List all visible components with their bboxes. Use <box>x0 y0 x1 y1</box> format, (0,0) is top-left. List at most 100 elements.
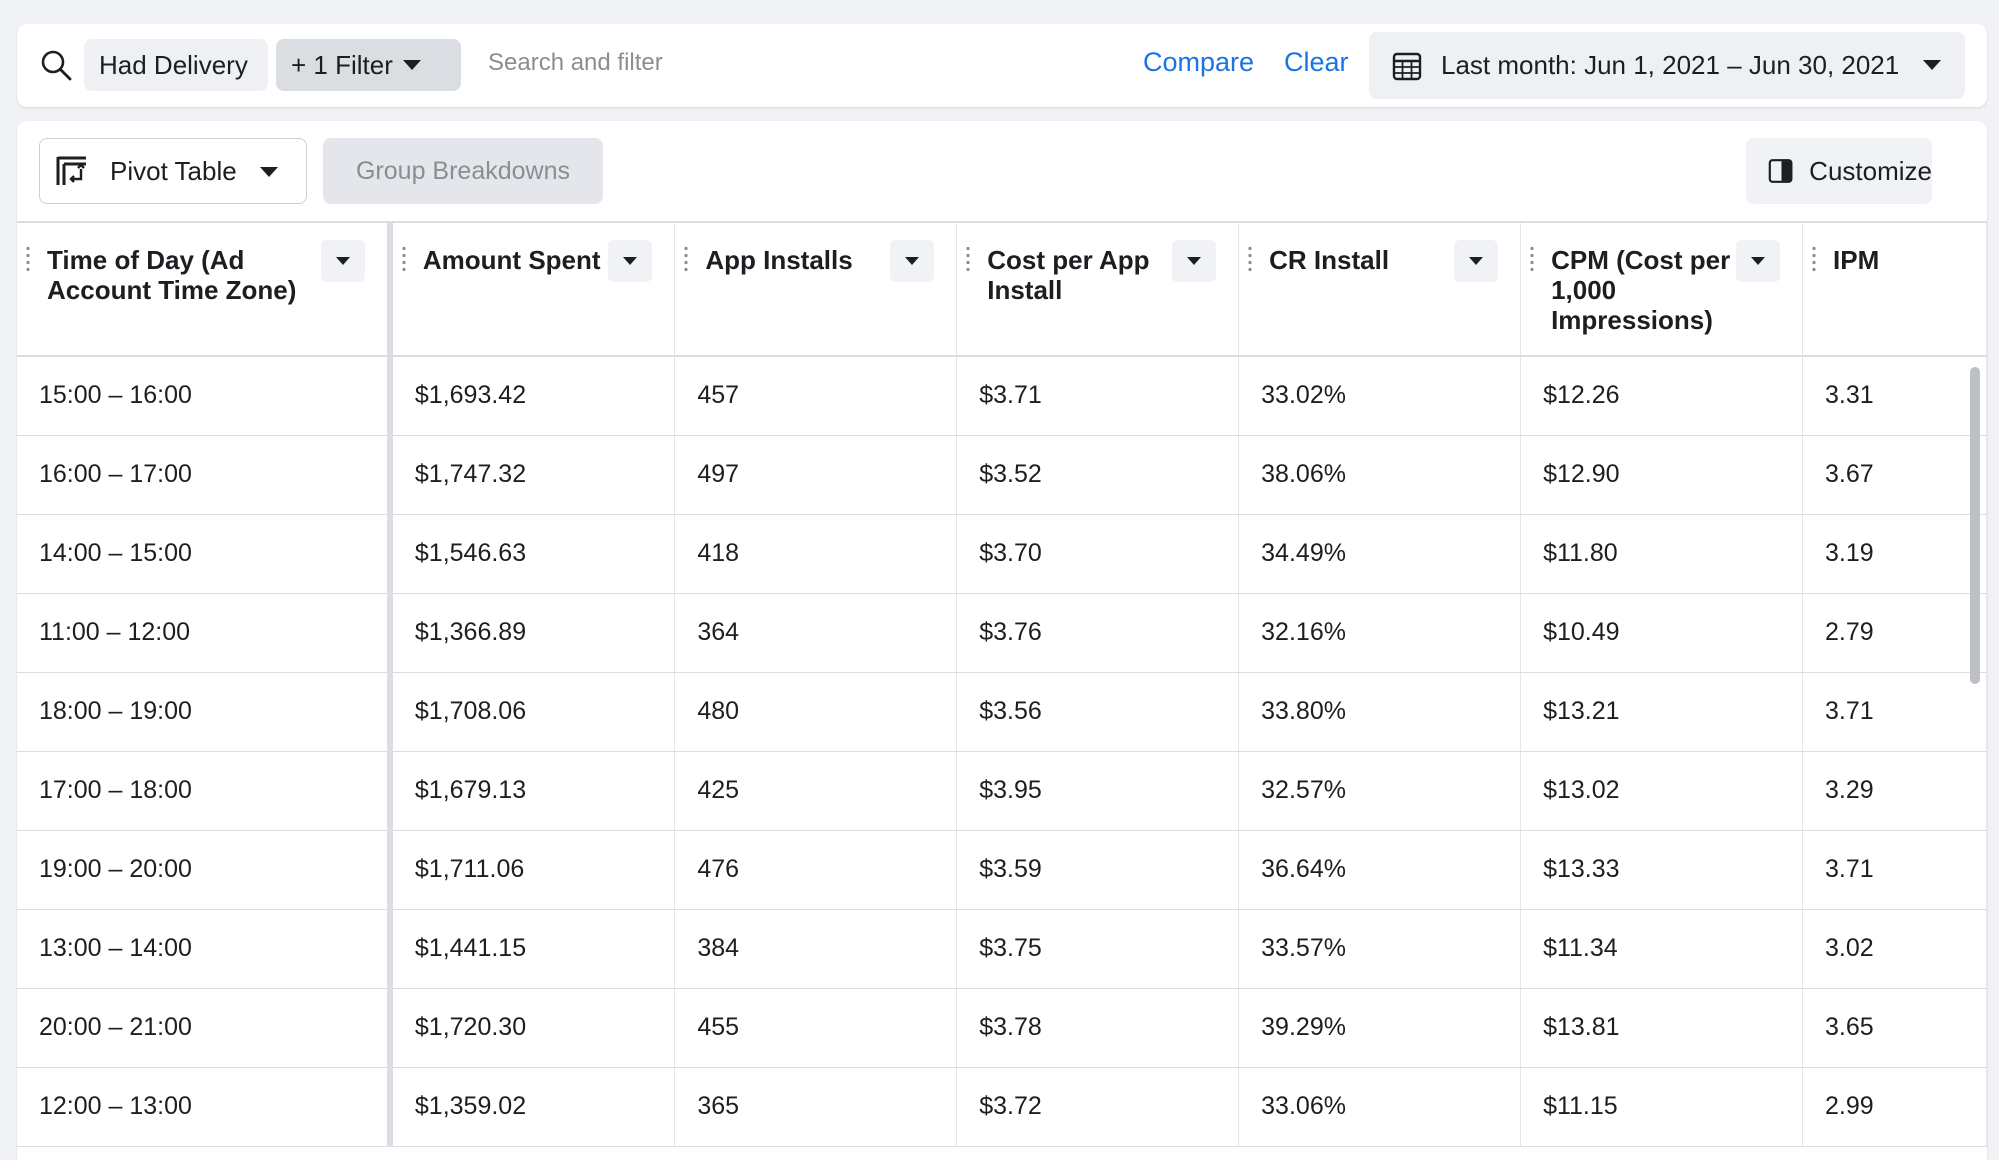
caret-down-icon <box>1751 257 1765 265</box>
table-cell: 2.99 <box>1802 1067 1987 1147</box>
table-cell: $12.90 <box>1520 435 1803 515</box>
column-header[interactable]: IPM <box>1802 221 1987 357</box>
column-header[interactable]: CPM (Cost per 1,000 Impressions) <box>1520 221 1803 357</box>
column-header-label: Amount Spent <box>422 245 601 275</box>
had-delivery-chip[interactable]: Had Delivery <box>84 39 268 91</box>
table-cell: $13.81 <box>1520 988 1803 1068</box>
table-cell: $3.95 <box>956 751 1240 831</box>
column-header[interactable]: CR Install <box>1238 221 1522 357</box>
table-cell: 11:00 – 12:00 <box>17 593 393 673</box>
table-cell: $3.52 <box>956 435 1240 515</box>
table-cell: 3.67 <box>1802 435 1987 515</box>
table-cell: 455 <box>674 988 958 1068</box>
table-cell: 32.16% <box>1238 593 1522 673</box>
table-cell: $11.34 <box>1520 909 1803 989</box>
table-row[interactable]: 13:00 – 14:00 $1,441.15 384 $3.75 33.57% $11.… <box>17 909 1987 989</box>
filter-count-label: + 1 Filter <box>291 49 393 80</box>
table-cell: 3.29 <box>1802 751 1987 831</box>
caret-down-icon <box>905 257 920 265</box>
calendar-icon <box>1392 52 1422 80</box>
table-cell: 418 <box>674 514 958 594</box>
table-cell: $3.72 <box>956 1067 1240 1147</box>
search-input[interactable]: Search and filter <box>488 49 663 76</box>
column-menu-button[interactable] <box>890 240 935 282</box>
table-body: 15:00 – 16:00 $1,693.42 457 $3.71 33.02% $12.… <box>17 356 1987 1147</box>
table-cell: $3.78 <box>956 988 1240 1068</box>
date-range-picker[interactable]: Last month: Jun 1, 2021 – Jun 30, 2021 <box>1369 32 1965 99</box>
table-cell: 12:00 – 13:00 <box>17 1067 393 1147</box>
search-icon[interactable] <box>39 48 75 84</box>
table-cell: $13.21 <box>1520 672 1803 752</box>
column-menu-button[interactable] <box>1172 240 1217 282</box>
column-header[interactable]: Cost per App Install <box>956 221 1240 357</box>
table-cell: 425 <box>674 751 958 831</box>
drag-handle-icon[interactable] <box>401 245 406 275</box>
column-menu-button[interactable] <box>608 240 653 282</box>
drag-handle-icon[interactable] <box>966 245 971 275</box>
table-cell: $3.56 <box>956 672 1240 752</box>
table-row[interactable]: 16:00 – 17:00 $1,747.32 497 $3.52 38.06% $12.… <box>17 435 1987 515</box>
table-row[interactable]: 12:00 – 13:00 $1,359.02 365 $3.72 33.06% $11.… <box>17 1067 1987 1147</box>
table-row[interactable]: 14:00 – 15:00 $1,546.63 418 $3.70 34.49% $11.… <box>17 514 1987 594</box>
drag-handle-icon[interactable] <box>1530 245 1535 275</box>
compare-link[interactable]: Compare <box>1143 47 1255 77</box>
column-header-label: Cost per App Install <box>987 245 1150 305</box>
table-cell: $13.02 <box>1520 751 1803 831</box>
drag-handle-icon[interactable] <box>26 245 30 275</box>
column-header-label: App Installs <box>705 245 853 275</box>
table-cell: 384 <box>674 909 958 989</box>
table-cell: 16:00 – 17:00 <box>17 435 393 515</box>
table-cell: $1,708.06 <box>389 672 676 752</box>
table-cell: 497 <box>674 435 958 515</box>
table-row[interactable]: 20:00 – 21:00 $1,720.30 455 $3.78 39.29% $13.… <box>17 988 1987 1068</box>
data-table-container: Time of Day (Ad Account Time Zone) Amount… <box>17 221 1987 1147</box>
table-cell: 19:00 – 20:00 <box>17 830 393 910</box>
table-row[interactable]: 17:00 – 18:00 $1,679.13 425 $3.95 32.57% $13.… <box>17 751 1987 831</box>
table-cell: $1,711.06 <box>389 830 676 910</box>
table-cell: 3.31 <box>1802 356 1987 436</box>
table-cell: 33.57% <box>1238 909 1522 989</box>
table-cell: $11.80 <box>1520 514 1803 594</box>
table-row[interactable]: 15:00 – 16:00 $1,693.42 457 $3.71 33.02% $12.… <box>17 356 1987 436</box>
column-menu-button[interactable] <box>320 240 365 282</box>
table-cell: 33.06% <box>1238 1067 1522 1147</box>
column-header-label: IPM <box>1833 245 1880 275</box>
caret-down-icon <box>260 167 278 177</box>
table-cell: $1,693.42 <box>389 356 676 436</box>
filter-dropdown-chip[interactable]: + 1 Filter <box>276 39 461 91</box>
column-header[interactable]: Amount Spent <box>389 221 676 357</box>
table-cell: 365 <box>674 1067 958 1147</box>
caret-down-icon <box>623 257 638 265</box>
table-row[interactable]: 11:00 – 12:00 $1,366.89 364 $3.76 32.16% $10.… <box>17 593 1987 673</box>
table-cell: $1,747.32 <box>389 435 676 515</box>
drag-handle-icon[interactable] <box>1248 245 1253 275</box>
group-breakdowns-button[interactable]: Group Breakdowns <box>323 138 603 204</box>
table-cell: $3.59 <box>956 830 1240 910</box>
caret-down-icon <box>1187 257 1202 265</box>
data-table: Time of Day (Ad Account Time Zone) Amount… <box>17 221 1987 1147</box>
column-menu-button[interactable] <box>1736 240 1780 282</box>
table-cell: 3.71 <box>1802 830 1987 910</box>
table-cell: 34.49% <box>1238 514 1522 594</box>
column-header-label: CR Install <box>1269 245 1390 275</box>
filter-bar: Had Delivery + 1 Filter Search and filte… <box>17 24 1987 107</box>
caret-down-icon <box>402 60 421 70</box>
customize-button[interactable]: Customize <box>1746 138 1932 204</box>
drag-handle-icon[interactable] <box>684 245 689 275</box>
table-cell: 33.80% <box>1238 672 1522 752</box>
pivot-table-dropdown[interactable]: Pivot Table <box>39 138 307 204</box>
drag-handle-icon[interactable] <box>1812 245 1816 275</box>
table-cell: 32.57% <box>1238 751 1522 831</box>
group-breakdowns-label: Group Breakdowns <box>355 156 570 185</box>
column-header[interactable]: Time of Day (Ad Account Time Zone) <box>17 221 393 357</box>
table-cell: $10.49 <box>1520 593 1803 673</box>
table-row[interactable]: 19:00 – 20:00 $1,711.06 476 $3.59 36.64% $13.… <box>17 830 1987 910</box>
clear-link[interactable]: Clear <box>1284 47 1349 77</box>
vertical-scrollbar[interactable] <box>1970 367 1980 684</box>
table-cell: $3.71 <box>956 356 1240 436</box>
table-row[interactable]: 18:00 – 19:00 $1,708.06 480 $3.56 33.80% $13.… <box>17 672 1987 752</box>
column-menu-button[interactable] <box>1454 240 1499 282</box>
column-header[interactable]: App Installs <box>674 221 958 357</box>
table-cell: $1,359.02 <box>389 1067 676 1147</box>
pivot-table-icon <box>56 156 86 185</box>
